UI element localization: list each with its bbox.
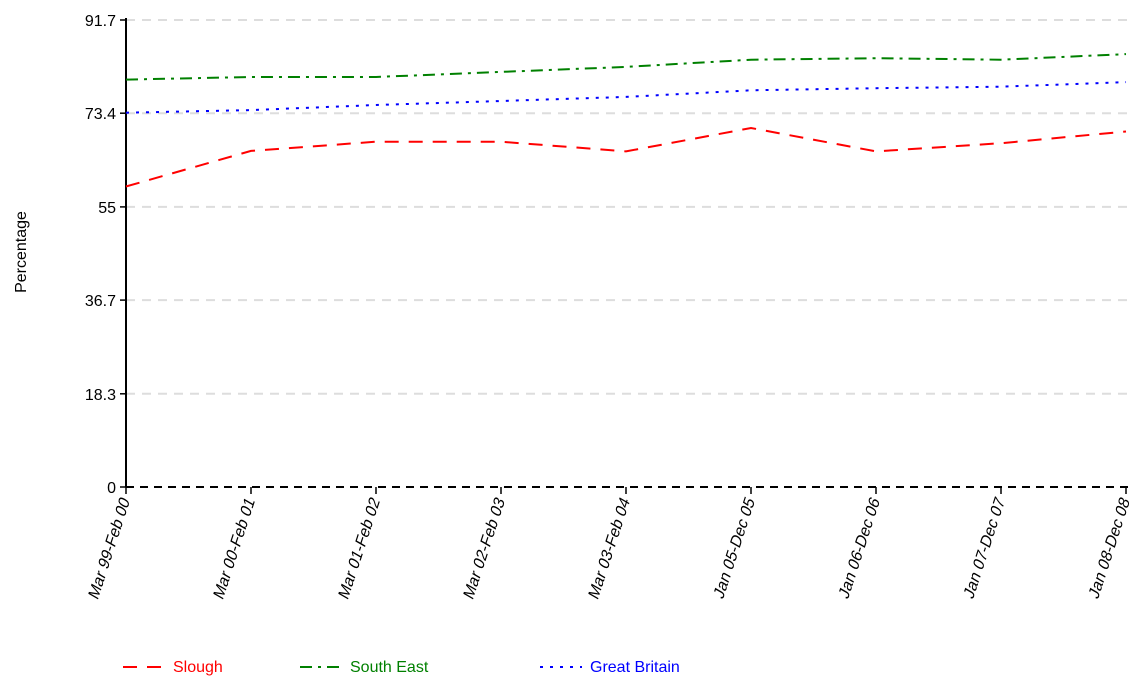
x-tick-label-2: Mar 01-Feb 02 — [335, 494, 383, 603]
y-tick-labels: 0 18.3 36.7 55 73.4 91.7 — [85, 13, 116, 497]
x-tick-label-5: Jan 05-Dec 05 — [711, 494, 759, 602]
axes — [120, 18, 1131, 494]
x-tick-labels: Mar 99-Feb 00 Mar 00-Feb 01 Mar 01-Feb 02 M… — [85, 494, 1131, 603]
x-tick-label-4: Mar 03-Feb 04 — [585, 494, 633, 603]
y-tick-label-1: 18.3 — [85, 387, 116, 404]
series-lines — [125, 53, 1127, 188]
legend: Slough South East Great Britain — [123, 659, 680, 676]
x-tick-label-0: Mar 99-Feb 00 — [85, 494, 133, 603]
series-line-2 — [125, 81, 1127, 114]
x-tick-label-1: Mar 00-Feb 01 — [210, 494, 258, 603]
y-tick-label-4: 73.4 — [85, 106, 116, 123]
legend-label-2: Great Britain — [590, 659, 680, 676]
series-line-1 — [125, 53, 1127, 81]
y-tick-label-3: 55 — [98, 200, 116, 217]
y-tick-label-0: 0 — [107, 480, 116, 497]
x-tick-label-8: Jan 08-Dec 08 — [1086, 494, 1131, 602]
y-tick-label-5: 91.7 — [85, 13, 116, 30]
legend-label-0: Slough — [173, 659, 223, 676]
x-tick-label-3: Mar 02-Feb 03 — [460, 494, 508, 603]
y-axis-title: Percentage — [13, 211, 30, 293]
series-line-0 — [125, 126, 1127, 188]
x-tick-label-7: Jan 07-Dec 07 — [961, 494, 1009, 602]
gridlines — [126, 19, 1131, 395]
legend-label-1: South East — [350, 659, 429, 676]
x-tick-label-6: Jan 06-Dec 06 — [836, 494, 884, 602]
y-tick-label-2: 36.7 — [85, 293, 116, 310]
